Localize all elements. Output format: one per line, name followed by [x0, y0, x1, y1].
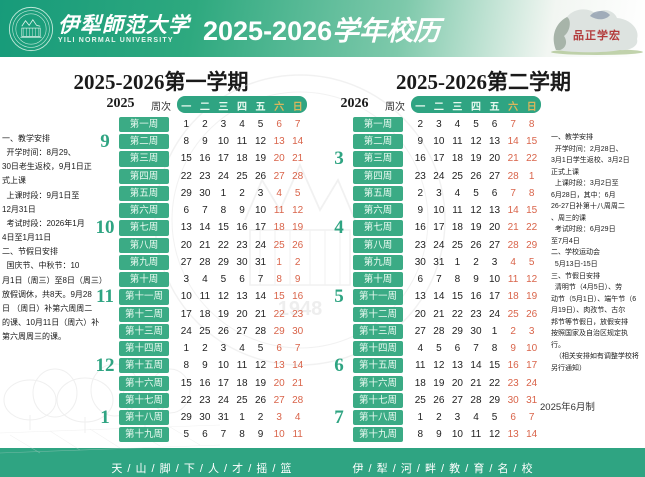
- svg-text:品正学宏: 品正学宏: [573, 28, 621, 42]
